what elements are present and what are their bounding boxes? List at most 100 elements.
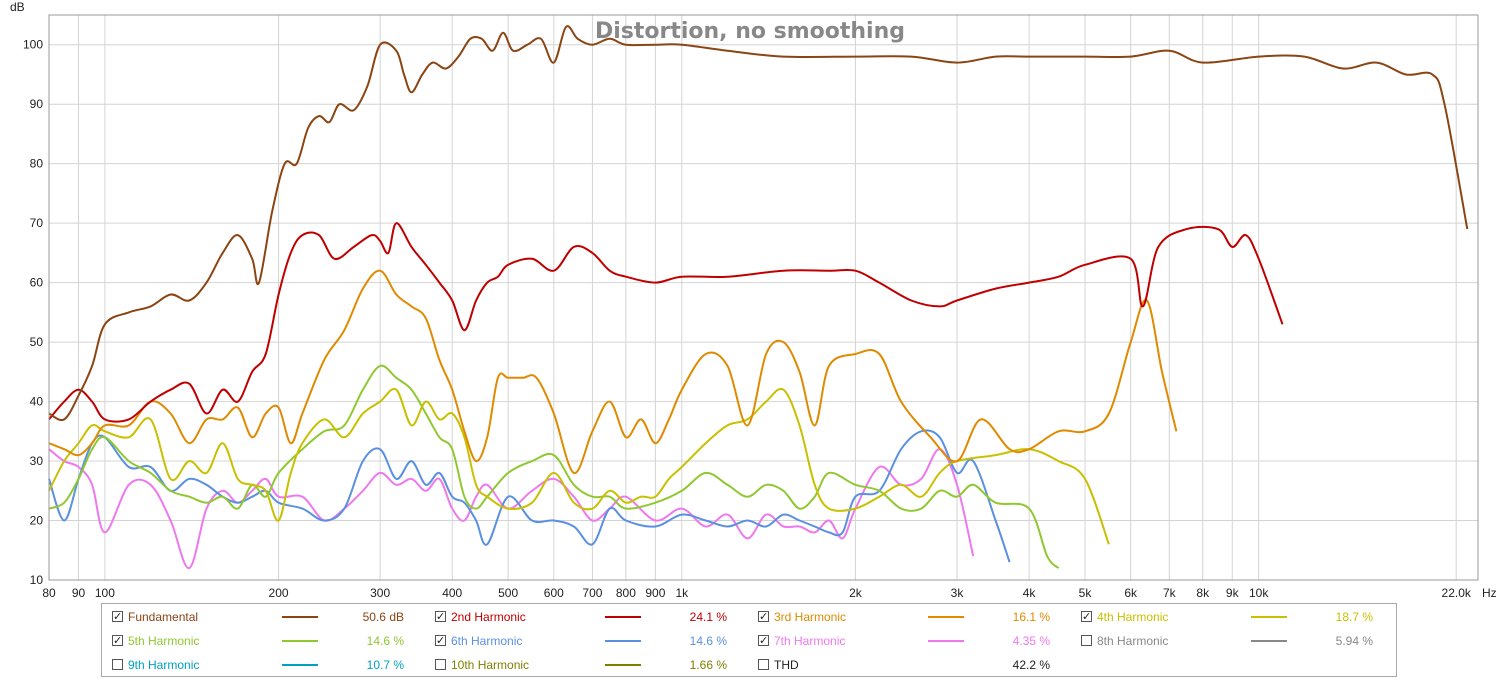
legend-swatch	[928, 616, 964, 618]
x-tick-label: 3k	[951, 586, 965, 600]
legend-value: 5.94 %	[1335, 634, 1373, 648]
legend-value: 14.6 %	[366, 634, 404, 648]
legend-item-7th-harmonic[interactable]: 7th Harmonic 4.35 %	[758, 632, 1058, 650]
x-tick-label: 90	[72, 586, 86, 600]
legend-item-5th-harmonic[interactable]: 5th Harmonic 14.6 %	[112, 632, 412, 650]
legend-label: 5th Harmonic	[128, 634, 200, 648]
legend-label: 2nd Harmonic	[451, 610, 526, 624]
legend-swatch	[605, 640, 641, 642]
x-tick-label: 200	[269, 586, 289, 600]
legend-checkbox-thd[interactable]	[758, 659, 769, 670]
legend-label: 10th Harmonic	[451, 658, 530, 672]
chart-title: Distortion, no smoothing	[595, 19, 905, 44]
legend-checkbox-4th-harmonic[interactable]	[1081, 608, 1092, 626]
x-tick-label: 100	[95, 586, 115, 600]
legend-item-6th-harmonic[interactable]: 6th Harmonic 14.6 %	[435, 632, 735, 650]
y-tick-label: 70	[30, 216, 44, 230]
x-tick-label: 600	[544, 586, 564, 600]
series-line-fundamental	[48, 25, 1469, 422]
x-tick-label: 500	[498, 586, 518, 600]
x-tick-label: 900	[645, 586, 665, 600]
legend-swatch	[605, 616, 641, 618]
legend-value: 24.1 %	[689, 610, 727, 624]
y-tick-label: 50	[30, 335, 44, 349]
y-axis-label: dB	[10, 0, 25, 14]
x-tick-label: 800	[616, 586, 636, 600]
x-tick-label: 400	[442, 586, 462, 600]
series-lines	[48, 25, 1469, 570]
legend-checkbox-2nd-harmonic[interactable]	[435, 608, 446, 626]
x-tick-label: 8k	[1196, 586, 1210, 600]
legend-swatch	[282, 664, 318, 666]
legend-item-thd[interactable]: THD 42.2 %	[758, 656, 1058, 674]
legend-swatch	[1251, 640, 1287, 642]
legend-swatch	[605, 664, 641, 666]
legend-checkbox-3rd-harmonic[interactable]	[758, 608, 769, 626]
x-tick-label: 10k	[1249, 586, 1269, 600]
legend-value: 50.6 dB	[362, 610, 404, 624]
legend-checkbox-5th-harmonic[interactable]	[112, 632, 123, 650]
series-line-3rd-harmonic	[48, 269, 1178, 474]
x-axis-unit-label: Hz	[1482, 586, 1497, 600]
legend-label: 3rd Harmonic	[774, 610, 847, 624]
x-tick-label: 300	[370, 586, 390, 600]
legend-label: Fundamental	[128, 610, 199, 624]
legend-value: 10.7 %	[366, 658, 404, 672]
series-line-2nd-harmonic	[48, 222, 1284, 423]
legend-value: 4.35 %	[1012, 634, 1050, 648]
legend-item-10th-harmonic[interactable]: 10th Harmonic 1.66 %	[435, 656, 735, 674]
legend-item-4th-harmonic[interactable]: 4th Harmonic 18.7 %	[1081, 608, 1381, 626]
legend-value: 42.2 %	[1012, 658, 1050, 672]
y-tick-label: 30	[30, 454, 44, 468]
x-tick-label: 6k	[1124, 586, 1138, 600]
y-tick-label: 100	[23, 38, 43, 52]
x-tick-label: 4k	[1023, 586, 1037, 600]
legend-item-9th-harmonic[interactable]: 9th Harmonic 10.7 %	[112, 656, 412, 674]
legend-label: 8th Harmonic	[1097, 634, 1169, 648]
y-tick-label: 10	[30, 573, 44, 587]
legend-item-fundamental[interactable]: Fundamental 50.6 dB	[112, 608, 412, 626]
y-tick-label: 20	[30, 514, 44, 528]
legend-swatch	[282, 640, 318, 642]
legend-checkbox-fundamental[interactable]	[112, 608, 123, 626]
x-tick-label: 5k	[1079, 586, 1093, 600]
legend-label: 9th Harmonic	[128, 658, 200, 672]
legend-checkbox-8th-harmonic[interactable]	[1081, 635, 1092, 646]
y-tick-label: 40	[30, 395, 44, 409]
x-tick-label: 80	[42, 586, 56, 600]
legend-item-8th-harmonic[interactable]: 8th Harmonic 5.94 %	[1081, 632, 1381, 650]
series-line-4th-harmonic	[48, 387, 1110, 545]
x-tick-label: 2k	[849, 586, 863, 600]
legend-value: 16.1 %	[1012, 610, 1050, 624]
y-tick-label: 80	[30, 157, 44, 171]
y-tick-label: 60	[30, 276, 44, 290]
legend-value: 14.6 %	[689, 634, 727, 648]
x-tick-label: 700	[582, 586, 602, 600]
legend-label: 6th Harmonic	[451, 634, 523, 648]
legend-value: 18.7 %	[1335, 610, 1373, 624]
legend-checkbox-6th-harmonic[interactable]	[435, 632, 446, 650]
legend-checkbox-9th-harmonic[interactable]	[112, 659, 123, 670]
axis-ticks: 10 20 30 40 50 60 70 80 90 100 80 90 100 200 300 400 500…	[23, 38, 1472, 600]
y-tick-label: 90	[30, 97, 44, 111]
legend-panel: Fundamental 50.6 dB 2nd Harmonic 24.1 % 3rd …	[101, 603, 1397, 677]
legend-checkbox-10th-harmonic[interactable]	[435, 659, 446, 670]
legend-item-2nd-harmonic[interactable]: 2nd Harmonic 24.1 %	[435, 608, 735, 626]
x-tick-label: 9k	[1226, 586, 1240, 600]
plot-frame	[48, 14, 1479, 581]
x-tick-label: 1k	[675, 586, 689, 600]
x-tick-label: 22.0k	[1442, 586, 1472, 600]
series-line-5th-harmonic	[48, 364, 1060, 569]
x-tick-label: 7k	[1163, 586, 1177, 600]
legend-swatch	[282, 616, 318, 618]
legend-value: 1.66 %	[689, 658, 727, 672]
legend-label: THD	[774, 658, 799, 672]
legend-item-3rd-harmonic[interactable]: 3rd Harmonic 16.1 %	[758, 608, 1058, 626]
legend-checkbox-7th-harmonic[interactable]	[758, 632, 769, 650]
distortion-chart: dB Hz 10 20 30 40 50 60 70 80 90 100 80 90 100 200 300…	[10, 0, 1497, 600]
legend-label: 7th Harmonic	[774, 634, 846, 648]
legend-label: 4th Harmonic	[1097, 610, 1169, 624]
legend-swatch	[1251, 616, 1287, 618]
series-line-6th-harmonic	[48, 429, 1011, 563]
legend-swatch	[928, 640, 964, 642]
